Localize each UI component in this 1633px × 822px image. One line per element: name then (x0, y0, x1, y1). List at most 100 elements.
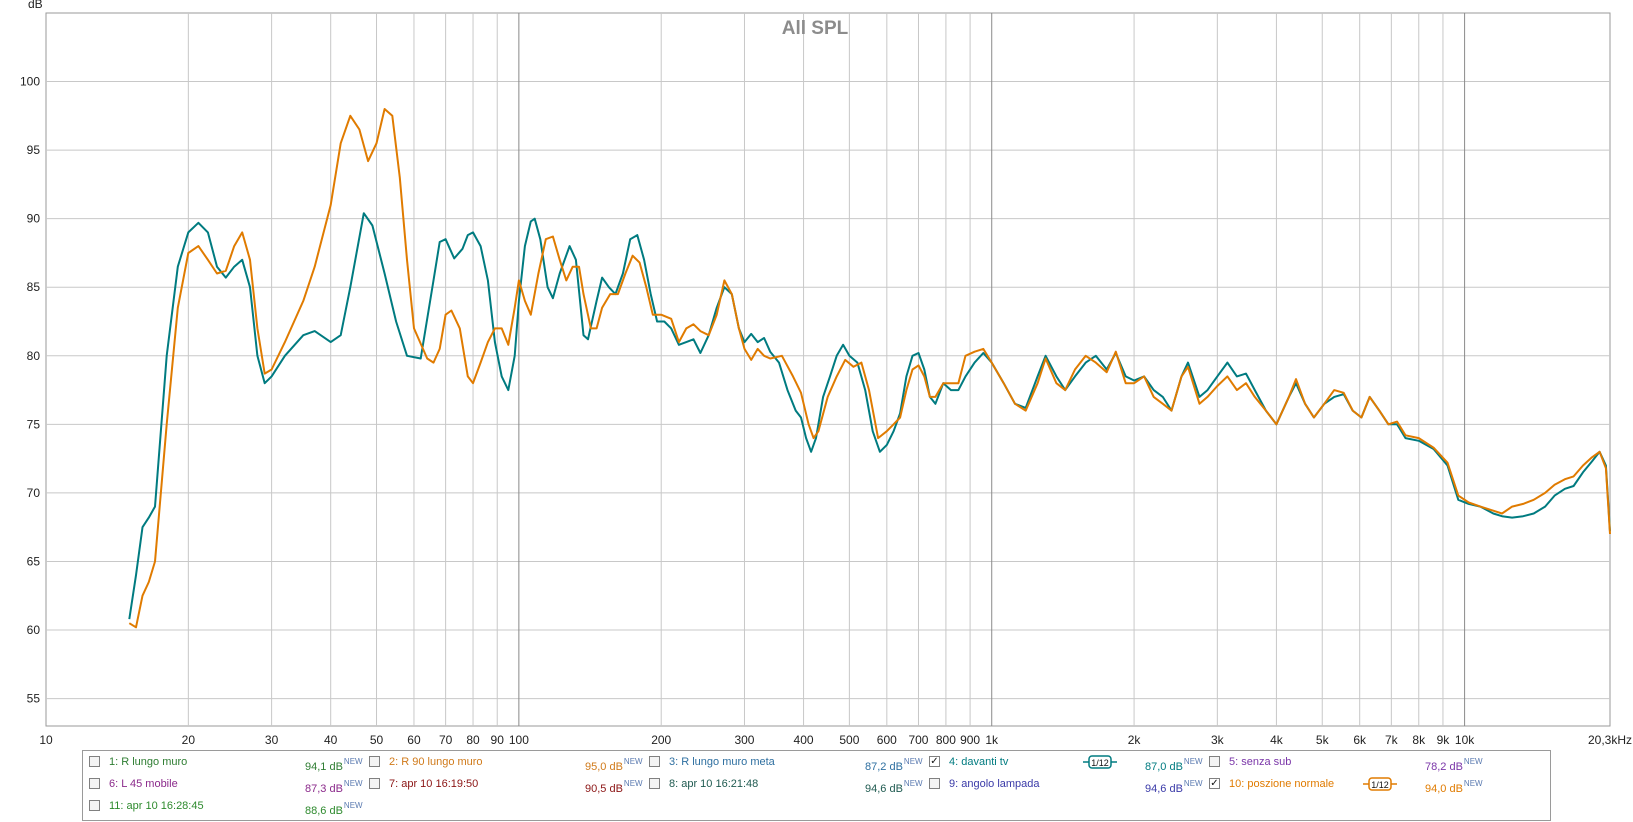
legend-item: 1: R lungo muro 94,1 dBNEW (83, 752, 361, 772)
y-tick-label: 60 (27, 623, 41, 637)
legend-label[interactable]: 9: angolo lampada (949, 774, 1040, 794)
y-tick-label: 90 (27, 212, 41, 226)
legend-label[interactable]: 3: R lungo muro meta (669, 752, 775, 772)
smoothing-badge[interactable]: 1/12 (1083, 755, 1117, 769)
legend-value-text: 94,1 dB (305, 761, 343, 773)
legend-value-text: 88,6 dB (305, 805, 343, 817)
legend-checkbox[interactable] (89, 778, 100, 789)
legend-value-text: 94,6 dB (1145, 783, 1183, 795)
legend-checkbox[interactable] (649, 756, 660, 767)
y-axis-unit-label: dB (28, 0, 43, 11)
y-tick-label: 75 (27, 417, 41, 431)
y-tick-label: 85 (27, 280, 41, 294)
x-tick-label: 20 (182, 733, 196, 747)
legend-value: 94,6 dBNEW (1145, 774, 1203, 799)
new-tag: NEW (624, 757, 643, 766)
legend-item: 7: apr 10 16:19:50 90,5 dBNEW (363, 774, 641, 794)
x-tick-label: 1k (985, 733, 999, 747)
legend-value-text: 94,0 dB (1425, 783, 1463, 795)
x-tick-label: 500 (839, 733, 859, 747)
x-tick-label: 40 (324, 733, 338, 747)
y-tick-label: 55 (27, 692, 41, 706)
legend-label[interactable]: 1: R lungo muro (109, 752, 187, 772)
legend-value: 90,5 dBNEW (585, 774, 643, 799)
x-tick-label: 7k (1385, 733, 1399, 747)
y-tick-label: 100 (20, 75, 40, 89)
smoothing-label: 1/12 (1371, 780, 1389, 790)
legend-item: 2: R 90 lungo muro 95,0 dBNEW (363, 752, 641, 772)
new-tag: NEW (344, 801, 363, 810)
legend-checkbox[interactable] (369, 778, 380, 789)
legend-checkbox[interactable]: ✓ (929, 756, 940, 767)
new-tag: NEW (1464, 757, 1483, 766)
new-tag: NEW (1464, 779, 1483, 788)
chart-title: All SPL (782, 18, 849, 39)
legend-value: 94,0 dBNEW (1425, 774, 1483, 799)
legend-value: 88,6 dBNEW (305, 796, 363, 821)
new-tag: NEW (624, 779, 643, 788)
legend-value-text: 90,5 dB (585, 783, 623, 795)
y-tick-label: 95 (27, 143, 41, 157)
legend-item: 8: apr 10 16:21:48 94,6 dBNEW (643, 774, 921, 794)
plot-area (46, 13, 1610, 726)
legend-checkbox[interactable] (1209, 756, 1220, 767)
smoothing-label: 1/12 (1091, 758, 1109, 768)
legend-label[interactable]: 7: apr 10 16:19:50 (389, 774, 478, 794)
x-tick-label: 4k (1270, 733, 1284, 747)
new-tag: NEW (904, 757, 923, 766)
legend-label[interactable]: 4: davanti tv (949, 752, 1008, 772)
legend-value-text: 87,2 dB (865, 761, 903, 773)
x-tick-label: 60 (407, 733, 421, 747)
new-tag: NEW (1184, 779, 1203, 788)
x-tick-label: 6k (1353, 733, 1367, 747)
legend-item: 5: senza sub 78,2 dBNEW (1203, 752, 1481, 772)
x-tick-label: 700 (908, 733, 928, 747)
x-tick-label: 10k (1455, 733, 1475, 747)
legend-value-text: 87,0 dB (1145, 761, 1183, 773)
legend-item: ✓ 4: davanti tv 1/12 87,0 dBNEW (923, 752, 1201, 772)
x-tick-label: 900 (960, 733, 980, 747)
legend-item: 3: R lungo muro meta 87,2 dBNEW (643, 752, 921, 772)
legend-value-text: 95,0 dB (585, 761, 623, 773)
x-tick-label: 800 (936, 733, 956, 747)
x-tick-label: 600 (877, 733, 897, 747)
smoothing-badge[interactable]: 1/12 (1363, 777, 1397, 791)
x-tick-label: 20,3kHz (1588, 733, 1632, 747)
legend-label[interactable]: 10: poszione normale (1229, 774, 1334, 794)
legend-value-text: 78,2 dB (1425, 761, 1463, 773)
x-tick-label: 2k (1128, 733, 1142, 747)
y-tick-label: 80 (27, 349, 41, 363)
new-tag: NEW (344, 779, 363, 788)
x-tick-label: 50 (370, 733, 384, 747)
x-tick-label: 3k (1211, 733, 1225, 747)
legend-label[interactable]: 8: apr 10 16:21:48 (669, 774, 758, 794)
legend-panel: 1: R lungo muro 94,1 dBNEW 2: R 90 lungo m… (82, 750, 1551, 821)
legend-checkbox[interactable] (89, 800, 100, 811)
x-tick-label: 70 (439, 733, 453, 747)
x-tick-label: 8k (1412, 733, 1426, 747)
legend-checkbox[interactable] (929, 778, 940, 789)
legend-value-text: 94,6 dB (865, 783, 903, 795)
new-tag: NEW (904, 779, 923, 788)
new-tag: NEW (1184, 757, 1203, 766)
new-tag: NEW (344, 757, 363, 766)
legend-item: 6: L 45 mobile 87,3 dBNEW (83, 774, 361, 794)
legend-label[interactable]: 11: apr 10 16:28:45 (109, 796, 204, 816)
legend-label[interactable]: 5: senza sub (1229, 752, 1291, 772)
legend-item: 9: angolo lampada 94,6 dBNEW (923, 774, 1201, 794)
legend-value: 94,6 dBNEW (865, 774, 923, 799)
legend-item: 11: apr 10 16:28:45 88,6 dBNEW (83, 796, 361, 816)
legend-checkbox[interactable]: ✓ (1209, 778, 1220, 789)
legend-label[interactable]: 2: R 90 lungo muro (389, 752, 483, 772)
legend-checkbox[interactable] (89, 756, 100, 767)
x-tick-label: 300 (734, 733, 754, 747)
y-tick-label: 70 (27, 486, 41, 500)
legend-checkbox[interactable] (649, 778, 660, 789)
x-tick-label: 80 (466, 733, 480, 747)
spl-chart: 55 60 65 70 75 80 85 90 95 100 10 20 30 40 50 60 70 80 90 1… (0, 0, 1633, 750)
legend-label[interactable]: 6: L 45 mobile (109, 774, 178, 794)
y-tick-label: 65 (27, 554, 41, 568)
x-tick-label: 5k (1316, 733, 1330, 747)
x-tick-label: 9k (1437, 733, 1451, 747)
legend-checkbox[interactable] (369, 756, 380, 767)
